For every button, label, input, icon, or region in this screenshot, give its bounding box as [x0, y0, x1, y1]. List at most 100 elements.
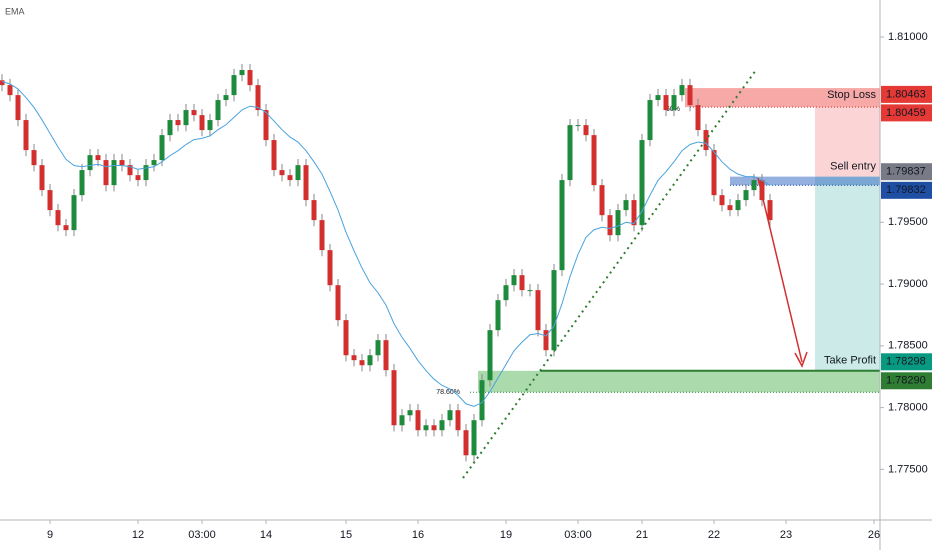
x-tick-label: 03:00: [564, 529, 592, 541]
candle-body: [615, 210, 621, 236]
candle-body: [167, 120, 173, 136]
candle-body: [671, 95, 677, 111]
y-tick-label: 1.79500: [888, 216, 928, 228]
candle-body: [343, 320, 349, 356]
candle-body: [543, 330, 549, 351]
candle-body: [295, 165, 301, 181]
candle-body: [359, 360, 365, 366]
candle-body: [215, 100, 221, 121]
candle-body: [39, 165, 45, 191]
candle-body: [599, 185, 605, 216]
candle-body: [719, 195, 725, 206]
candle-body: [7, 85, 13, 96]
candle-body: [279, 170, 285, 176]
candle-body: [735, 200, 741, 211]
candle-body: [695, 105, 701, 131]
candle-body: [247, 70, 253, 86]
candle-body: [15, 95, 21, 121]
candle-body: [511, 275, 517, 286]
candle-body: [103, 160, 109, 186]
candle-body: [479, 380, 485, 421]
candle-body: [175, 120, 181, 126]
x-tick-label: 21: [636, 529, 648, 541]
candle-body: [319, 220, 325, 251]
entry-zone: [730, 176, 880, 186]
price-tag-label: 1.78298: [886, 356, 926, 368]
y-tick-label: 1.78500: [888, 340, 928, 352]
candle-body: [287, 175, 293, 181]
candle-body: [31, 150, 37, 166]
candle-body: [527, 290, 533, 292]
candle-body: [327, 250, 333, 286]
candle-body: [743, 190, 749, 201]
x-tick-label: 12: [132, 529, 144, 541]
candle-body: [431, 425, 437, 431]
candle-body: [591, 135, 597, 186]
ema-line: [1, 81, 771, 407]
price-tag-label: 1.79837: [886, 166, 926, 178]
candle-body: [503, 285, 509, 301]
reward-area: [815, 176, 880, 371]
candle-body: [631, 200, 637, 226]
candle-body: [367, 355, 373, 366]
candle-body: [647, 100, 653, 141]
candle-body: [495, 300, 501, 331]
candle-body: [143, 165, 149, 181]
candle-body: [71, 195, 77, 231]
candle-body: [119, 160, 125, 166]
candle-body: [535, 290, 541, 331]
candle-body: [239, 70, 245, 76]
candle-body: [55, 210, 61, 226]
candle-body: [255, 85, 261, 111]
candle-body: [407, 410, 413, 416]
candle-body: [487, 330, 493, 381]
x-tick-label: 9: [47, 529, 53, 541]
price-tag: [881, 85, 932, 103]
candle-body: [703, 130, 709, 151]
candle-body: [567, 125, 573, 181]
candle-body: [687, 85, 693, 106]
price-tag-label: 1.78290: [886, 375, 926, 387]
candle-body: [375, 340, 381, 356]
candle-body: [623, 200, 629, 211]
candle-body: [63, 225, 69, 231]
x-tick-label: 15: [340, 529, 352, 541]
candle-body: [575, 125, 581, 127]
price-tag: [881, 372, 932, 390]
fib-label: 78.60%: [436, 389, 460, 396]
candle-body: [127, 165, 133, 176]
candle-body: [423, 425, 429, 431]
candle-body: [335, 285, 341, 321]
candle-body: [47, 190, 53, 211]
candle-body: [383, 340, 389, 371]
y-tick-label: 1.78000: [888, 402, 928, 414]
stop-label: Stop Loss: [827, 89, 876, 101]
candle-body: [679, 85, 685, 96]
candle-body: [263, 110, 269, 141]
candle-body: [399, 415, 405, 426]
candle-body: [607, 215, 613, 236]
candle-body: [191, 110, 197, 116]
price-tag-label: 1.79832: [886, 184, 926, 196]
candle-body: [663, 95, 669, 111]
arrow: [757, 177, 808, 368]
entry-label: Sell entry: [830, 161, 876, 173]
candle-body: [111, 160, 117, 186]
target-label: Take Profit: [824, 355, 876, 367]
candle-body: [311, 200, 317, 221]
x-tick-label: 19: [500, 529, 512, 541]
candle-body: [463, 430, 469, 456]
candle-body: [391, 370, 397, 426]
candle-body: [23, 120, 29, 151]
x-tick-label: 14: [260, 529, 272, 541]
price-tag-label: 1.80459: [886, 107, 926, 119]
candle-body: [199, 115, 205, 131]
target-zone: [478, 370, 880, 393]
x-tick-label: 22: [708, 529, 720, 541]
candle-body: [639, 140, 645, 226]
price-tag: [881, 104, 932, 122]
candle-body: [303, 165, 309, 201]
candle-body: [271, 140, 277, 171]
indicator-label: EMA: [5, 6, 25, 16]
candle-body: [583, 125, 589, 136]
